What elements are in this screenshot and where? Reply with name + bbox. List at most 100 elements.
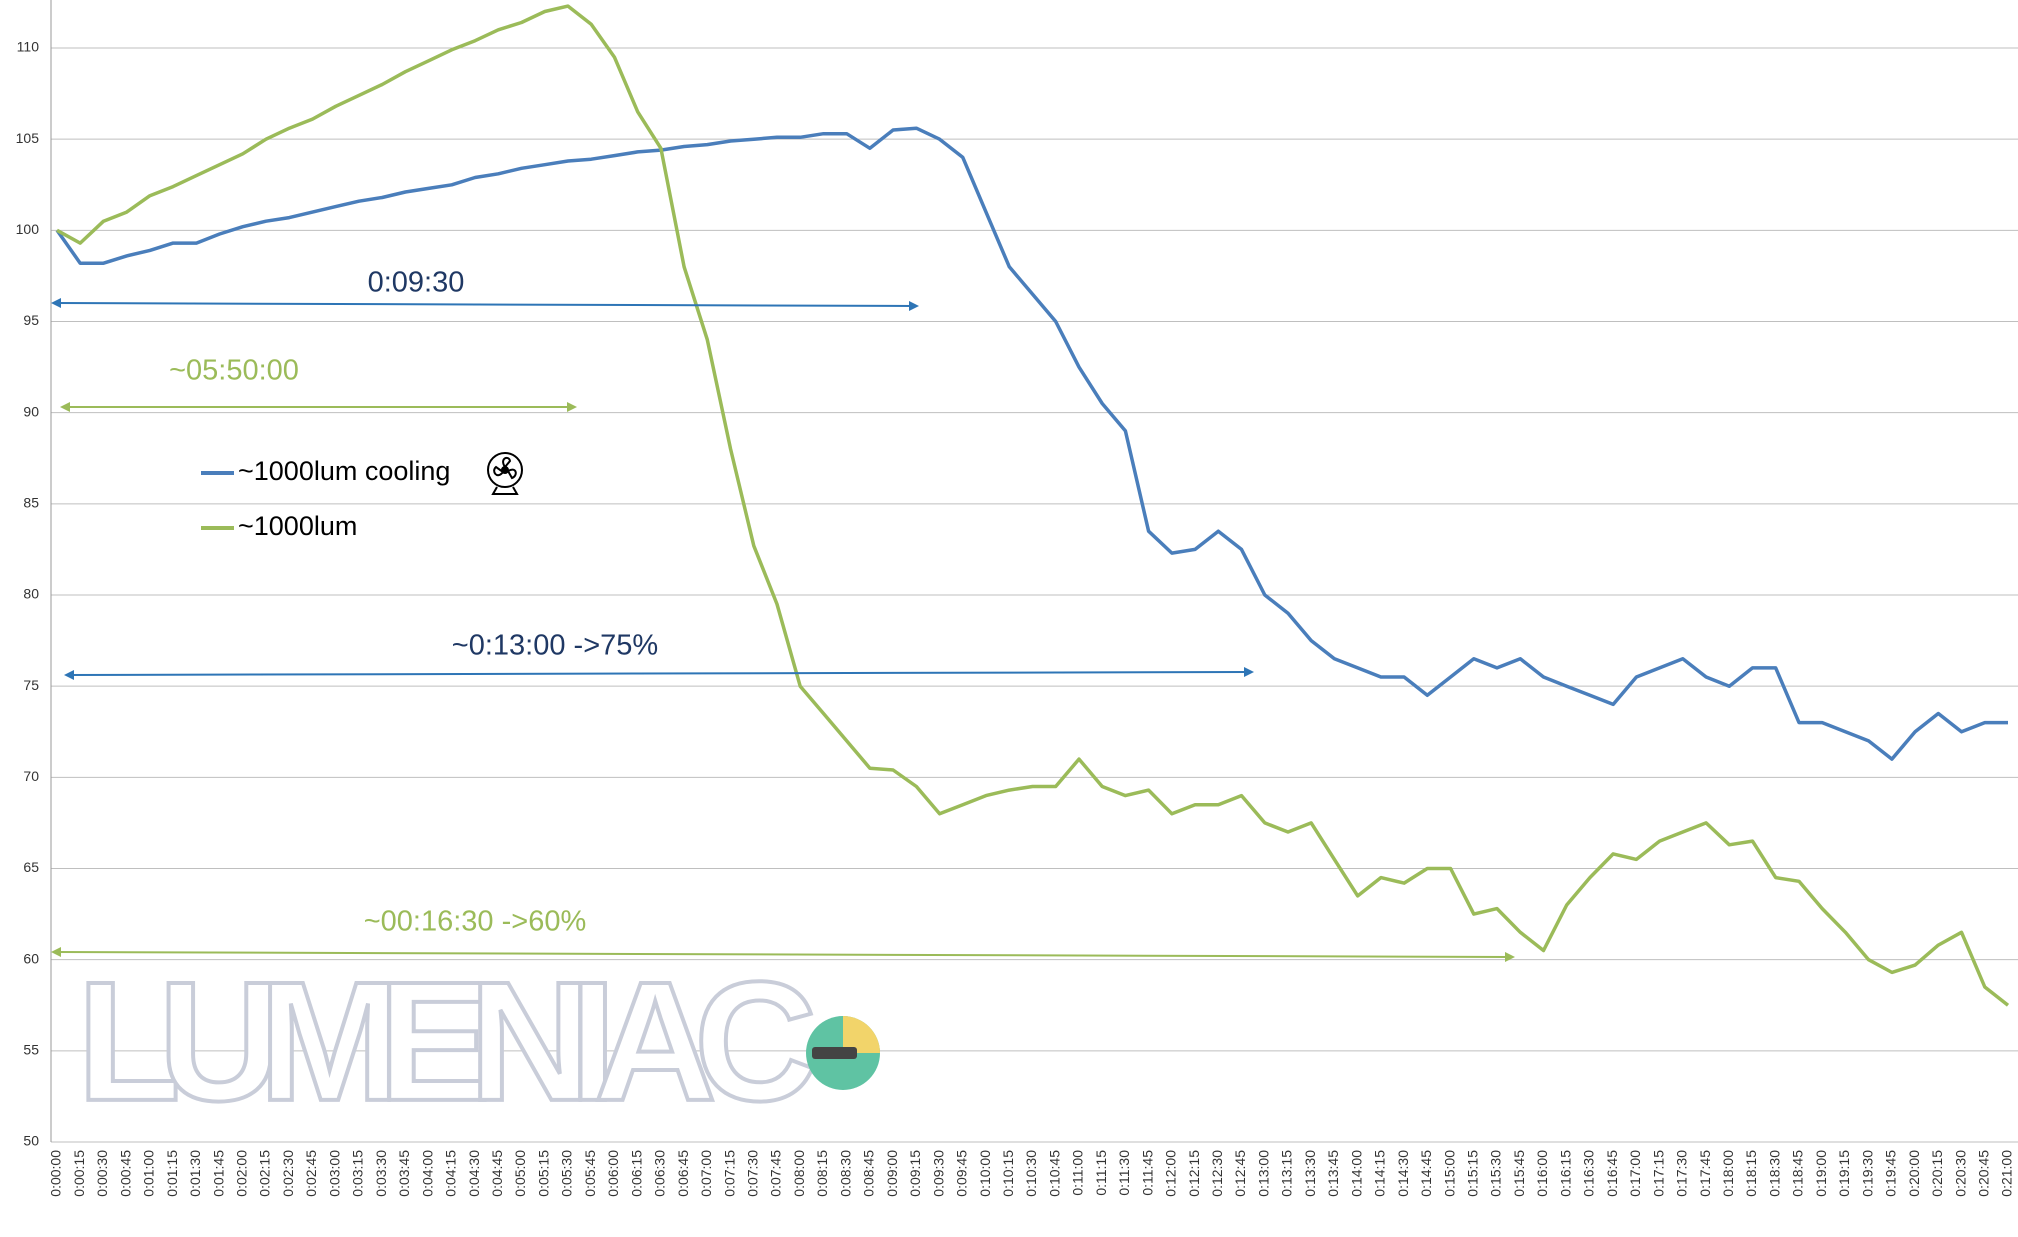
legend-label: ~1000lum — [238, 511, 357, 541]
x-tick-label: 0:05:30 — [559, 1150, 575, 1197]
x-tick-label: 0:19:00 — [1813, 1150, 1829, 1197]
x-tick-label: 0:15:15 — [1465, 1150, 1481, 1197]
x-tick-label: 0:13:00 — [1255, 1150, 1271, 1197]
x-tick-label: 0:00:15 — [71, 1150, 87, 1197]
x-tick-label: 0:04:15 — [443, 1150, 459, 1197]
x-tick-label: 0:00:30 — [94, 1150, 110, 1197]
x-tick-label: 0:09:45 — [954, 1150, 970, 1197]
y-tick-label: 90 — [23, 403, 39, 419]
series-line — [55, 126, 2008, 761]
x-tick-label: 0:02:45 — [303, 1150, 319, 1197]
annotation: ~0:13:00 ->75% — [452, 630, 658, 662]
x-tick-label: 0:21:00 — [1999, 1150, 2015, 1197]
y-tick-label: 105 — [16, 130, 40, 146]
x-tick-label: 0:15:30 — [1488, 1150, 1504, 1197]
x-tick-label: 0:13:15 — [1279, 1150, 1295, 1197]
x-tick-label: 0:08:15 — [814, 1150, 830, 1197]
x-tick-label: 0:01:30 — [187, 1150, 203, 1197]
x-tick-label: 0:16:45 — [1604, 1150, 1620, 1197]
legend-label: ~1000lum cooling — [238, 456, 450, 486]
arrow — [64, 667, 1254, 680]
y-tick-label: 85 — [23, 495, 39, 511]
y-tick-label: 95 — [23, 312, 39, 328]
x-tick-label: 0:11:15 — [1093, 1150, 1109, 1196]
x-tick-label: 0:19:15 — [1836, 1150, 1852, 1197]
x-tick-label: 0:01:15 — [164, 1150, 180, 1197]
x-tick-label: 0:06:45 — [675, 1150, 691, 1197]
x-tick-label: 0:06:15 — [628, 1150, 644, 1197]
series-line — [56, 4, 2010, 1007]
x-tick-label: 0:17:15 — [1650, 1150, 1666, 1197]
x-tick-label: 0:09:30 — [930, 1150, 946, 1197]
x-tick-label: 0:16:30 — [1581, 1150, 1597, 1197]
y-tick-label: 110 — [17, 39, 40, 55]
x-tick-label: 0:02:00 — [234, 1150, 250, 1197]
x-tick-label: 0:07:30 — [744, 1150, 760, 1197]
x-tick-label: 0:03:15 — [350, 1150, 366, 1197]
x-tick-label: 0:16:15 — [1557, 1150, 1573, 1197]
x-tick-label: 0:09:15 — [907, 1150, 923, 1197]
x-tick-label: 0:12:45 — [1232, 1150, 1248, 1197]
x-tick-label: 0:05:45 — [582, 1150, 598, 1197]
y-tick-label: 80 — [23, 586, 39, 602]
y-tick-label: 75 — [23, 677, 39, 693]
x-tick-label: 0:03:30 — [373, 1150, 389, 1197]
x-tick-label: 0:10:00 — [977, 1150, 993, 1197]
x-tick-label: 0:10:15 — [1000, 1150, 1016, 1197]
x-tick-label: 0:07:00 — [698, 1150, 714, 1197]
x-tick-label: 0:20:15 — [1929, 1150, 1945, 1197]
x-tick-label: 0:14:30 — [1395, 1150, 1411, 1197]
x-tick-label: 0:18:45 — [1790, 1150, 1806, 1197]
fan-icon — [487, 452, 523, 495]
x-tick-label: 0:01:45 — [210, 1150, 226, 1197]
x-tick-label: 0:16:00 — [1534, 1150, 1550, 1197]
x-tick-label: 0:00:45 — [117, 1150, 133, 1197]
x-tick-label: 0:03:00 — [326, 1150, 342, 1197]
grid: 50 55 60 65 70 75 80 85 90 95 100 105 110 — [16, 39, 2018, 1149]
y-tick-label: 70 — [23, 768, 39, 784]
x-tick-label: 0:15:45 — [1511, 1150, 1527, 1197]
x-tick-label: 0:20:30 — [1952, 1150, 1968, 1197]
x-tick-label: 0:10:45 — [1046, 1150, 1062, 1197]
x-tick-label: 0:18:15 — [1743, 1150, 1759, 1197]
x-tick-label: 0:02:30 — [280, 1150, 296, 1197]
x-tick-label: 0:01:00 — [141, 1150, 157, 1197]
x-tick-label: 0:09:00 — [884, 1150, 900, 1197]
x-tick-label: 0:12:30 — [1209, 1150, 1225, 1197]
x-tick-label: 0:04:45 — [489, 1150, 505, 1197]
x-tick-label: 0:11:30 — [1116, 1150, 1132, 1196]
y-tick-label: 100 — [16, 221, 40, 237]
arrow — [51, 947, 1515, 962]
watermark: LUMENIAC — [77, 947, 817, 1137]
x-tick-label: 0:04:00 — [419, 1150, 435, 1197]
y-tick-label: 50 — [23, 1133, 39, 1149]
annotation: ~00:16:30 ->60% — [364, 906, 587, 938]
logo — [806, 1016, 880, 1090]
x-tick-label: 0:06:30 — [652, 1150, 668, 1197]
x-tick-label: 0:07:15 — [721, 1150, 737, 1197]
x-tick-label: 0:18:00 — [1720, 1150, 1736, 1197]
x-tick-label: 0:20:45 — [1975, 1150, 1991, 1197]
annotation: ~05:50:00 — [169, 355, 299, 387]
x-tick-label: 0:05:00 — [512, 1150, 528, 1197]
y-tick-label: 60 — [23, 950, 39, 966]
y-tick-label: 55 — [23, 1042, 39, 1058]
x-tick-label: 0:07:45 — [768, 1150, 784, 1197]
x-axis: 0:00:00 0:00:15 0:00:30 0:00:45 0:01:00 0:01:… — [48, 1150, 2015, 1197]
y-tick-label: 65 — [23, 859, 39, 875]
x-tick-label: 0:11:00 — [1070, 1150, 1086, 1196]
plot — [55, 4, 2010, 1007]
x-tick-label: 0:17:45 — [1697, 1150, 1713, 1197]
x-tick-label: 0:12:15 — [1186, 1150, 1202, 1197]
x-tick-label: 0:17:00 — [1627, 1150, 1643, 1197]
x-tick-label: 0:08:45 — [861, 1150, 877, 1197]
x-tick-label: 0:14:15 — [1372, 1150, 1388, 1197]
x-tick-label: 0:14:00 — [1348, 1150, 1364, 1197]
x-tick-label: 0:19:30 — [1859, 1150, 1875, 1197]
arrow — [51, 298, 919, 311]
x-tick-label: 0:19:45 — [1883, 1150, 1899, 1197]
x-tick-label: 0:04:30 — [466, 1150, 482, 1197]
x-tick-label: 0:11:45 — [1139, 1150, 1155, 1196]
